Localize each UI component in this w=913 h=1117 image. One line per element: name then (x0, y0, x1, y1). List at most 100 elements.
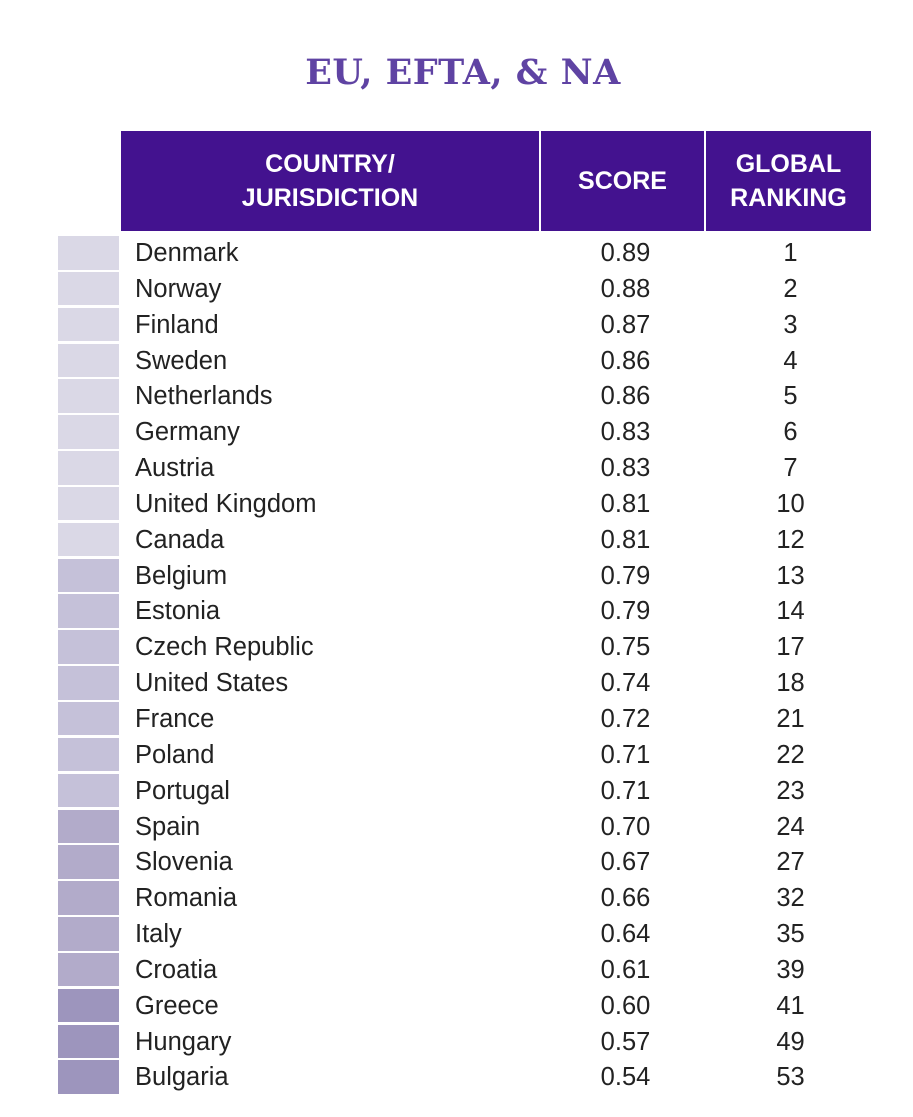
global-ranking: 27 (776, 848, 805, 877)
score-swatch (58, 236, 119, 270)
country-name: United States (135, 669, 289, 698)
score-value: 0.89 (600, 239, 651, 267)
score-swatch (58, 1024, 119, 1059)
table-row: Netherlands 0.86 5 (58, 379, 878, 415)
country-name: Hungary (135, 1027, 232, 1056)
global-ranking: 18 (776, 669, 805, 698)
global-ranking: 17 (776, 633, 805, 662)
header-country-label: COUNTRY/ JURISDICTION (241, 150, 419, 212)
table-row: Spain 0.70 24 (58, 809, 878, 846)
score-value: 0.75 (600, 633, 651, 662)
table-row: Romania 0.66 32 (58, 881, 878, 917)
table-row: Norway 0.88 2 (58, 271, 878, 308)
global-ranking: 41 (776, 991, 805, 1020)
score-swatch (58, 271, 119, 306)
country-name: Slovenia (135, 848, 233, 877)
global-ranking: 39 (776, 955, 805, 984)
global-ranking: 10 (776, 489, 805, 518)
score-swatch (58, 486, 119, 521)
score-value: 0.61 (600, 955, 651, 984)
score-swatch (58, 307, 119, 342)
table-row: Canada 0.81 12 (58, 522, 878, 559)
global-ranking: 5 (783, 382, 798, 411)
table-header: COUNTRY/ JURISDICTION SCORE GLOBAL RANKI… (121, 131, 871, 231)
score-swatch (58, 451, 119, 485)
score-value: 0.64 (600, 920, 651, 949)
table-row: Slovenia 0.67 27 (58, 845, 878, 881)
score-value: 0.60 (600, 991, 651, 1020)
global-ranking: 14 (776, 597, 805, 626)
country-name: France (135, 704, 215, 733)
country-name: Poland (135, 740, 215, 769)
score-swatch (58, 415, 119, 449)
table-row: Czech Republic 0.75 17 (58, 630, 878, 666)
global-ranking: 3 (783, 310, 798, 339)
score-swatch (58, 952, 119, 987)
country-name: Belgium (135, 561, 228, 590)
global-ranking: 7 (783, 454, 798, 483)
score-value: 0.72 (600, 704, 651, 733)
table-row: Greece 0.60 41 (58, 988, 878, 1025)
page-title: EU, EFTA, & NA (305, 52, 621, 93)
country-name: Norway (135, 274, 222, 303)
header-ranking-label: GLOBAL RANKING (730, 150, 847, 212)
score-swatch (58, 343, 119, 378)
table-row: Italy 0.64 35 (58, 917, 878, 953)
table-row: United States 0.74 18 (58, 666, 878, 702)
global-ranking: 6 (783, 418, 798, 447)
table-body: Denmark 0.89 1 Norway 0.88 2 Finland 0.87 3 Swede… (58, 236, 878, 1096)
global-ranking: 32 (776, 884, 805, 913)
score-value: 0.66 (600, 884, 651, 913)
score-swatch (58, 1060, 119, 1094)
score-value: 0.79 (600, 561, 651, 590)
country-name: Bulgaria (135, 1063, 229, 1092)
header-country: COUNTRY/ JURISDICTION (121, 131, 541, 231)
score-value: 0.79 (600, 597, 651, 626)
country-name: Estonia (135, 597, 221, 626)
score-swatch (58, 379, 119, 413)
country-name: Croatia (135, 955, 218, 984)
score-value: 0.83 (600, 418, 651, 447)
score-value: 0.81 (600, 489, 651, 518)
country-name: Denmark (135, 239, 239, 267)
table-row: Finland 0.87 3 (58, 307, 878, 344)
country-name: United Kingdom (135, 489, 317, 518)
score-value: 0.54 (600, 1063, 651, 1092)
score-swatch (58, 701, 119, 736)
score-value: 0.74 (600, 669, 651, 698)
score-swatch (58, 666, 119, 700)
score-value: 0.83 (600, 454, 651, 483)
global-ranking: 4 (783, 346, 798, 375)
table-row: Denmark 0.89 1 (58, 236, 878, 272)
score-swatch (58, 773, 119, 808)
global-ranking: 35 (776, 920, 805, 949)
score-value: 0.86 (600, 346, 651, 375)
header-ranking: GLOBAL RANKING (706, 131, 871, 231)
table-row: Sweden 0.86 4 (58, 343, 878, 380)
table-row: France 0.72 21 (58, 701, 878, 738)
country-name: Romania (135, 884, 238, 913)
country-name: Germany (135, 418, 240, 447)
global-ranking: 1 (783, 239, 798, 267)
score-value: 0.81 (600, 525, 651, 554)
country-name: Czech Republic (135, 633, 314, 662)
score-value: 0.70 (600, 812, 651, 841)
global-ranking: 22 (776, 740, 805, 769)
score-swatch (58, 630, 119, 664)
score-swatch (58, 737, 119, 772)
country-name: Spain (135, 812, 201, 841)
score-swatch (58, 522, 119, 557)
table-row: Hungary 0.57 49 (58, 1024, 878, 1061)
country-name: Canada (135, 525, 225, 554)
score-swatch (58, 594, 119, 628)
score-value: 0.57 (600, 1027, 651, 1056)
country-name: Greece (135, 991, 219, 1020)
score-value: 0.71 (600, 776, 651, 805)
country-name: Finland (135, 310, 219, 339)
global-ranking: 24 (776, 812, 805, 841)
table-row: Estonia 0.79 14 (58, 594, 878, 630)
score-swatch (58, 558, 119, 593)
table-row: Austria 0.83 7 (58, 451, 878, 487)
country-name: Portugal (135, 776, 230, 805)
country-name: Netherlands (135, 382, 273, 411)
